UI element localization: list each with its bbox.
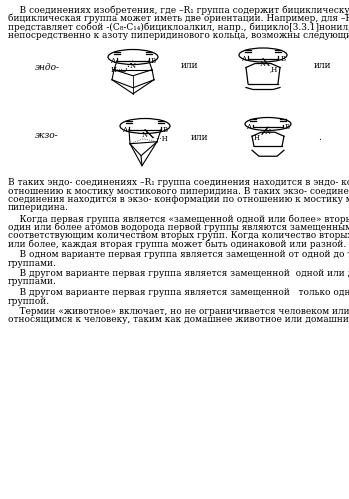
Text: бициклическая группа может иметь две ориентации. Например, для –R₁ группы, котор: бициклическая группа может иметь две ори… xyxy=(8,13,349,23)
Text: или: или xyxy=(181,61,199,70)
Text: группами.: группами. xyxy=(8,258,57,267)
Text: или: или xyxy=(191,133,209,142)
Text: A: A xyxy=(110,57,115,65)
Text: В одном варианте первая группа является замещенной от одной до трех вторыми: В одном варианте первая группа является … xyxy=(8,250,349,259)
Text: В таких эндо- соединениях –R₁ группа соединения находится в эндо- конформации по: В таких эндо- соединениях –R₁ группа сое… xyxy=(8,178,349,187)
Text: N: N xyxy=(130,62,136,70)
Text: группами.: группами. xyxy=(8,277,57,286)
Text: B: B xyxy=(280,54,285,62)
Text: N: N xyxy=(142,131,148,139)
Text: A: A xyxy=(246,123,251,131)
Text: Термин «животное» включает, но не ограничивается человеком или животным, не: Термин «животное» включает, но не ограни… xyxy=(8,307,349,316)
Text: B: B xyxy=(163,126,168,134)
Text: непосредственно к азоту пиперидинового кольца, возможны следующие ориентации:: непосредственно к азоту пиперидинового к… xyxy=(8,30,349,39)
Text: представляет собой -(C₈-C₁₄)бициклоалкил, напр., бицикло[3.3.1]нонил, присоедине: представляет собой -(C₈-C₁₄)бициклоалкил… xyxy=(8,22,349,31)
Text: B: B xyxy=(151,57,156,65)
Text: относящимся к человеку, таким как домашнее животное или домашний скот, напр–: относящимся к человеку, таким как домашн… xyxy=(8,315,349,324)
Text: В другом варианте первая группа является замещенной   только одной второй: В другом варианте первая группа является… xyxy=(8,288,349,297)
Text: отношению к мостику мостикового пиперидина. В таких экзо- соединениях –R₁ группа: отношению к мостику мостикового пипериди… xyxy=(8,187,349,196)
Text: A: A xyxy=(122,126,127,134)
Text: В другом варианте первая группа является замещенной  одной или двумя вторыми: В другом варианте первая группа является… xyxy=(8,269,349,278)
Text: H: H xyxy=(254,134,260,142)
Text: N: N xyxy=(260,59,266,67)
Text: В соединениях изобретения, где –R₁ группа содержит бициклическую группу, эта: В соединениях изобретения, где –R₁ групп… xyxy=(8,5,349,14)
Text: ···H: ···H xyxy=(155,135,168,143)
Text: соединения находится в экзо- конформации по отношению к мостику мостикового: соединения находится в экзо- конформации… xyxy=(8,195,349,204)
Text: Когда первая группа является «замещенной одной или более» вторыми группами,: Когда первая группа является «замещенной… xyxy=(8,214,349,224)
Text: экзо-: экзо- xyxy=(35,131,59,140)
Text: ,H: ,H xyxy=(270,65,278,73)
Text: или более, каждая вторая группа может быть одинаковой или разной.: или более, каждая вторая группа может бы… xyxy=(8,240,346,249)
Text: B: B xyxy=(285,123,290,131)
Text: эндо-: эндо- xyxy=(35,63,60,72)
Text: .: . xyxy=(319,133,321,142)
Text: N: N xyxy=(265,128,271,136)
Text: H···: H··· xyxy=(110,66,123,74)
Text: пиперидина.: пиперидина. xyxy=(8,204,69,213)
Text: соответствующим количеством вторых групп. Когда количество вторых групп равно дв: соответствующим количеством вторых групп… xyxy=(8,231,349,240)
Text: или: или xyxy=(314,61,332,70)
Text: A: A xyxy=(241,54,246,62)
Text: группой.: группой. xyxy=(8,296,50,305)
Text: один или более атомов водорода первой группы являются замещенными: один или более атомов водорода первой гр… xyxy=(8,223,349,232)
